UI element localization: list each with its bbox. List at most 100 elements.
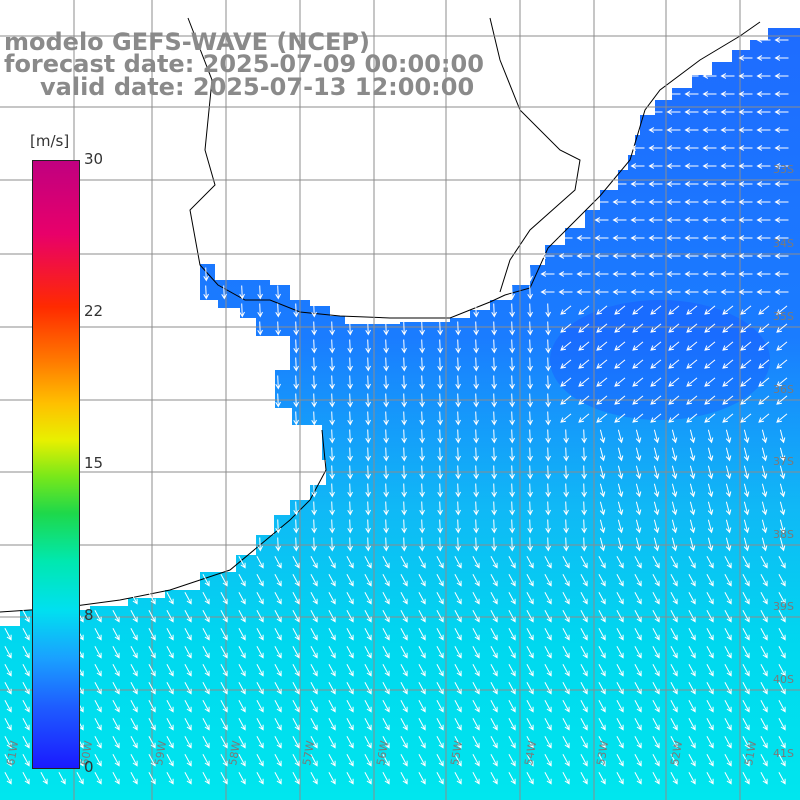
wind-arrow	[365, 357, 371, 372]
wind-arrow	[707, 501, 714, 516]
wind-arrow	[671, 429, 678, 444]
wind-arrow	[614, 323, 626, 333]
wind-arrow	[22, 646, 30, 659]
wind-arrow	[365, 447, 371, 462]
lat-label: 33S	[773, 163, 794, 176]
wind-arrow	[311, 537, 317, 552]
wind-arrow	[671, 501, 678, 516]
wind-arrow	[774, 271, 789, 277]
wind-arrow	[650, 395, 662, 405]
wind-arrow	[616, 592, 624, 605]
wind-arrow	[580, 556, 588, 569]
wind-arrow	[526, 700, 534, 713]
wind-arrow	[491, 429, 497, 444]
wind-arrow	[455, 465, 461, 480]
wind-arrow	[94, 664, 102, 677]
lon-label: 51W	[742, 740, 759, 767]
wind-arrow	[594, 235, 609, 241]
wind-arrow	[310, 556, 318, 569]
wind-arrow	[581, 447, 587, 462]
wind-arrow	[576, 235, 591, 241]
wind-arrow	[365, 519, 371, 534]
wind-arrow	[540, 253, 555, 259]
wind-arrow	[725, 501, 732, 516]
wind-arrow	[580, 610, 588, 623]
wind-arrow	[630, 289, 645, 295]
wind-arrow	[668, 395, 680, 405]
wind-arrow	[436, 736, 444, 749]
wind-arrow	[527, 339, 533, 354]
wind-arrow	[418, 754, 426, 767]
wind-arrow	[614, 341, 626, 351]
wind-arrow	[756, 145, 771, 151]
wind-arrow	[328, 718, 336, 731]
wind-arrow	[670, 718, 678, 731]
colorbar	[32, 160, 80, 769]
wind-arrow	[560, 341, 572, 351]
wind-arrow	[238, 772, 246, 785]
wind-arrow	[382, 610, 390, 623]
wind-arrow	[756, 289, 771, 295]
wind-arrow	[491, 411, 497, 426]
wind-arrow	[756, 271, 771, 277]
wind-arrow	[756, 109, 771, 115]
wind-arrow	[382, 682, 390, 695]
wind-arrow	[774, 73, 789, 79]
wind-arrow	[776, 341, 788, 351]
wind-arrow	[400, 628, 408, 641]
wind-arrow	[774, 199, 789, 205]
wind-arrow	[419, 411, 425, 426]
wind-arrow	[740, 305, 752, 315]
wind-arrow	[562, 574, 570, 587]
wind-arrow	[527, 411, 533, 426]
wind-arrow	[400, 592, 408, 605]
wind-arrow	[419, 375, 425, 390]
wind-arrow	[581, 429, 587, 444]
wind-arrow	[328, 700, 336, 713]
wind-arrow	[724, 754, 732, 767]
wind-arrow	[418, 682, 426, 695]
wind-arrow	[509, 285, 515, 300]
wind-arrow	[364, 592, 372, 605]
wind-arrow	[778, 574, 786, 587]
wind-arrow	[256, 556, 264, 569]
wind-arrow	[184, 628, 192, 641]
wind-arrow	[778, 682, 786, 695]
wind-arrow	[202, 592, 210, 605]
wind-arrow	[761, 447, 768, 462]
wind-arrow	[400, 700, 408, 713]
wind-arrow	[738, 73, 753, 79]
wind-arrow	[724, 556, 732, 569]
wind-arrow	[148, 628, 156, 641]
wind-arrow	[274, 754, 282, 767]
wind-arrow	[491, 303, 497, 318]
wind-arrow	[544, 682, 552, 695]
wind-arrow	[166, 610, 174, 623]
wind-arrow	[670, 754, 678, 767]
wind-arrow	[596, 323, 608, 333]
wind-arrow	[778, 700, 786, 713]
wind-arrow	[774, 235, 789, 241]
wind-arrow	[472, 556, 480, 569]
wind-arrow	[184, 754, 192, 767]
wind-arrow	[616, 646, 624, 659]
wind-arrow	[508, 592, 516, 605]
wind-arrow	[724, 628, 732, 641]
wind-arrow	[598, 700, 606, 713]
wind-arrow	[238, 592, 246, 605]
wind-arrow	[346, 646, 354, 659]
wind-arrow	[668, 305, 680, 315]
wind-arrow	[472, 754, 480, 767]
wind-arrow	[652, 718, 660, 731]
wind-arrow	[220, 682, 228, 695]
wind-arrow	[648, 217, 663, 223]
wind-arrow	[365, 483, 371, 498]
wind-arrow	[418, 556, 426, 569]
wind-arrow	[436, 754, 444, 767]
wind-arrow	[650, 359, 662, 369]
wind-arrow	[311, 501, 317, 516]
wind-arrow	[666, 235, 681, 241]
wind-arrow	[257, 285, 263, 300]
wind-arrow	[311, 357, 317, 372]
wind-arrow	[652, 574, 660, 587]
